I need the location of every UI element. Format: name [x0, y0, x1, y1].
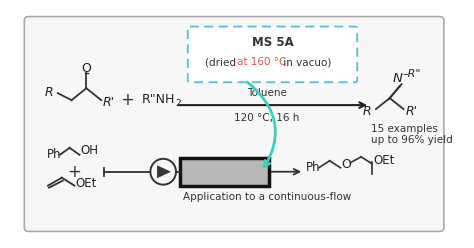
Text: in vacuo): in vacuo): [281, 57, 332, 67]
Text: R: R: [44, 86, 53, 99]
Text: Application to a continuous-flow: Application to a continuous-flow: [183, 192, 351, 202]
FancyBboxPatch shape: [188, 27, 357, 82]
Text: OEt: OEt: [75, 177, 97, 190]
Text: R': R': [405, 105, 418, 118]
Text: up to 96% yield: up to 96% yield: [371, 135, 453, 145]
Text: +: +: [120, 91, 134, 109]
Text: 2: 2: [175, 99, 181, 108]
Text: +: +: [68, 163, 82, 181]
Text: R"NH: R"NH: [142, 93, 175, 106]
Polygon shape: [157, 166, 170, 178]
Text: Ph: Ph: [306, 161, 320, 174]
Bar: [180, 158, 269, 186]
Text: R': R': [103, 96, 115, 109]
Text: (dried: (dried: [205, 57, 239, 67]
Text: OH: OH: [81, 144, 99, 157]
Text: 15 examples: 15 examples: [371, 124, 438, 134]
Text: 120 °C, 16 h: 120 °C, 16 h: [234, 113, 299, 123]
Text: MS 5A: MS 5A: [252, 36, 293, 49]
Text: N: N: [392, 72, 402, 85]
Text: O: O: [82, 62, 91, 75]
Text: Toluene: Toluene: [246, 88, 287, 98]
Text: R: R: [362, 105, 371, 118]
FancyBboxPatch shape: [24, 17, 444, 231]
Text: –R": –R": [402, 69, 421, 79]
Text: OEt: OEt: [373, 154, 394, 167]
Text: at 160 °C: at 160 °C: [237, 57, 286, 67]
Text: Ph: Ph: [47, 148, 62, 161]
Text: O: O: [341, 158, 351, 171]
